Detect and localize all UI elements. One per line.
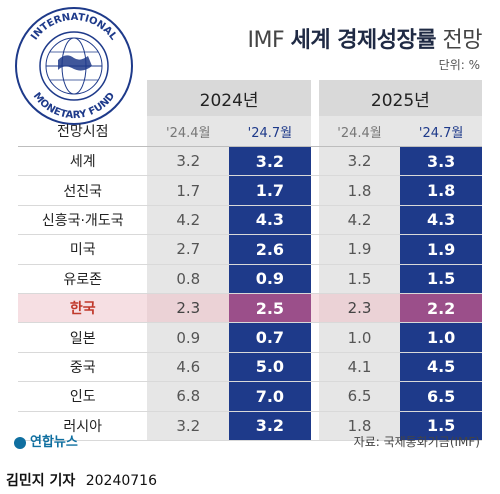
july-value-cell: 1.0	[400, 323, 482, 352]
table-row: 미국 2.7 2.6 1.9 1.9	[18, 235, 482, 265]
subhead-2024-jul: '24.7월	[229, 116, 311, 146]
april-value-cell: 4.2	[147, 205, 230, 235]
table-row: 러시아 3.2 3.2 1.8 1.5	[18, 411, 482, 441]
july-value-cell: 3.3	[400, 147, 482, 176]
july-value-cell: 1.5	[400, 411, 482, 440]
row-label: 러시아	[63, 418, 103, 435]
july-value-cell: 6.5	[400, 382, 482, 411]
july-value-cell: 3.2	[229, 411, 311, 440]
april-value-cell: 2.3	[147, 293, 230, 323]
april-value-cell: 1.5	[318, 264, 401, 293]
april-value-cell: 4.6	[147, 352, 230, 382]
page-title: IMF 세계 경제성장률 전망	[247, 22, 483, 54]
publish-date: 20240716	[85, 473, 157, 489]
subheader-row: 전망시점 '24.4월 '24.7월 '24.4월 '24.7월	[18, 116, 482, 147]
row-label: 선진국	[63, 183, 103, 200]
april-value-cell: 2.3	[318, 293, 401, 323]
april-value-cell: 1.8	[318, 176, 401, 205]
july-value-cell: 3.2	[229, 147, 311, 176]
unit-label: 단위: %	[438, 58, 480, 72]
july-value-cell: 7.0	[229, 382, 311, 411]
april-value-cell: 3.2	[147, 147, 230, 176]
table-row: 세계 3.2 3.2 3.2 3.3	[18, 147, 482, 177]
row-label: 미국	[69, 242, 96, 259]
table-row: 선진국 1.7 1.7 1.8 1.8	[18, 176, 482, 206]
table-row: 유로존 0.8 0.9 1.5 1.5	[18, 264, 482, 294]
april-value-cell: 3.2	[318, 147, 401, 176]
july-value-cell: 1.5	[400, 264, 482, 293]
year-2024: 2024년	[147, 80, 311, 116]
april-value-cell: 4.1	[318, 352, 401, 382]
july-value-cell: 1.9	[400, 235, 482, 264]
imf-seal-logo: INTERNATIONAL MONETARY FUND	[15, 7, 133, 125]
april-value-cell: 1.8	[318, 411, 401, 440]
april-value-cell: 2.7	[147, 235, 230, 264]
title-suffix: 전망	[442, 28, 483, 53]
july-value-cell: 5.0	[229, 352, 311, 382]
table-row: 일본 0.9 0.7 1.0 1.0	[18, 323, 482, 353]
july-value-cell: 1.7	[229, 176, 311, 205]
year-2025: 2025년	[318, 80, 482, 116]
april-value-cell: 0.8	[147, 264, 230, 293]
corner-label: 전망시점	[56, 124, 109, 140]
yonhap-logo-icon	[14, 436, 26, 449]
april-value-cell: 1.0	[318, 323, 401, 352]
july-value-cell: 4.3	[229, 205, 311, 235]
july-value-cell: 2.6	[229, 235, 311, 264]
row-label: 인도	[69, 389, 96, 406]
table-body: 세계 3.2 3.2 3.2 3.3 선진국 1.7 1.7 1.8 1.8 신흥국·개도국 4.2 4…	[18, 147, 482, 441]
july-value-cell: 4.3	[400, 205, 482, 235]
title-bold: 세계 경제성장률	[290, 28, 437, 53]
table-row: 중국 4.6 5.0 4.1 4.5	[18, 352, 482, 383]
april-value-cell: 4.2	[318, 205, 401, 235]
row-label: 유로존	[63, 271, 103, 288]
row-label: 중국	[69, 359, 96, 376]
april-value-cell: 6.8	[147, 382, 230, 411]
row-label: 일본	[69, 330, 96, 347]
title-light: IMF	[247, 28, 285, 53]
year-header-row: 2024년 2025년	[18, 80, 482, 116]
row-label: 한국	[69, 301, 96, 318]
april-value-cell: 6.5	[318, 382, 401, 411]
reporter-name: 김민지 기자	[6, 473, 76, 489]
subhead-2025-jul: '24.7월	[400, 116, 482, 146]
yonhap-logo: 연합뉴스	[14, 431, 78, 450]
table-row: 한국 2.3 2.5 2.3 2.2	[18, 293, 482, 324]
table-row: 신흥국·개도국 4.2 4.3 4.2 4.3	[18, 205, 482, 236]
july-value-cell: 2.5	[229, 293, 311, 323]
infographic-card: INTERNATIONAL MONETARY FUND IMF 세계 경제성장률…	[14, 7, 483, 450]
april-value-cell: 3.2	[147, 411, 230, 440]
subhead-2024-apr: '24.4월	[147, 116, 230, 146]
row-label: 신흥국·개도국	[41, 212, 124, 229]
forecast-table: 2024년 2025년 전망시점 '24.4월 '24.7월 '24.4월 '2…	[18, 80, 482, 441]
july-value-cell: 4.5	[400, 352, 482, 382]
july-value-cell: 0.7	[229, 323, 311, 352]
april-value-cell: 0.9	[147, 323, 230, 352]
april-value-cell: 1.9	[318, 235, 401, 264]
july-value-cell: 1.8	[400, 176, 482, 205]
table-row: 인도 6.8 7.0 6.5 6.5	[18, 382, 482, 412]
july-value-cell: 2.2	[400, 293, 482, 323]
byline: 김민지 기자 20240716	[6, 470, 157, 490]
source-note: 자료: 국제통화기금(IMF)	[353, 435, 480, 449]
subhead-2025-apr: '24.4월	[318, 116, 401, 146]
april-value-cell: 1.7	[147, 176, 230, 205]
july-value-cell: 0.9	[229, 264, 311, 293]
row-label: 세계	[69, 154, 96, 171]
